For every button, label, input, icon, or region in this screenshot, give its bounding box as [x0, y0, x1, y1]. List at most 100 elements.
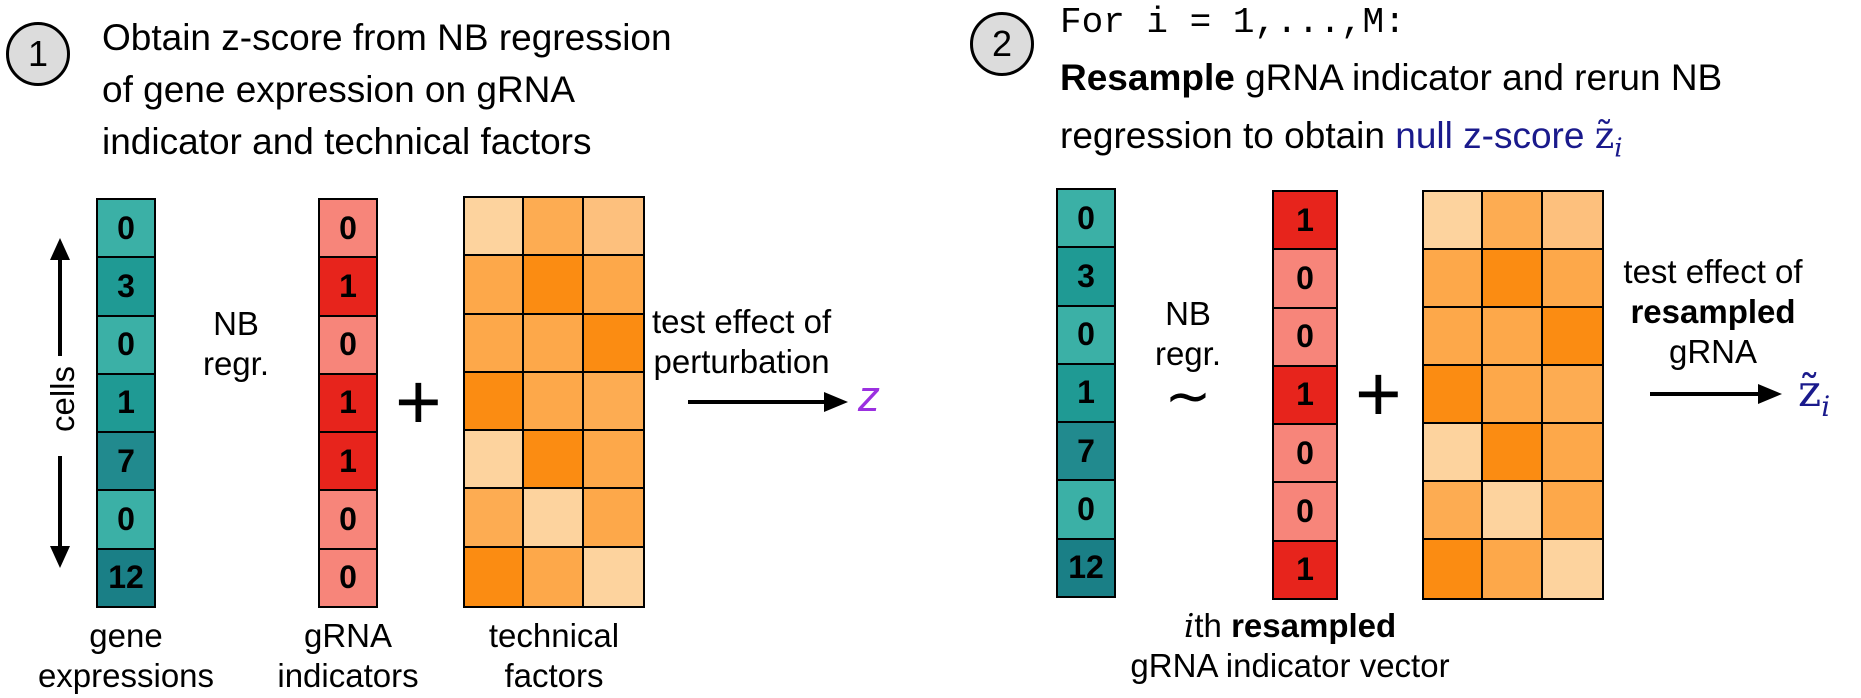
technical-factor-cell: [524, 198, 584, 257]
technical-factor-cell: [1424, 482, 1484, 540]
z-tilde: z̃: [1594, 114, 1615, 157]
right-arrow-2: [1650, 384, 1782, 404]
technical-factor-cell: [1483, 192, 1543, 250]
technical-factor-cell: [465, 198, 525, 257]
step-2-number: 2: [991, 23, 1013, 64]
grna-indicator-cell: 0: [320, 491, 376, 550]
gene-expression-cell: 0: [98, 491, 154, 550]
resampled-vector-line-1: ith resampled: [1110, 606, 1470, 646]
tech-label-2: factors: [504, 657, 604, 694]
technical-factor-cell: [1542, 482, 1602, 540]
grna-indicator-cell: 1: [320, 433, 376, 492]
technical-factors-grid-2: [1422, 190, 1604, 600]
gene-expression-cell: 0: [1058, 481, 1114, 540]
step-1-title-line-1: Obtain z-score from NB regression: [102, 17, 672, 58]
technical-factor-cell: [1483, 308, 1543, 366]
step-1-title-line-2: of gene expression on gRNA: [102, 69, 576, 110]
step-1-title-line-3: indicator and technical factors: [102, 121, 592, 162]
technical-factor-cell: [583, 198, 643, 257]
z-subscript-2: i: [1821, 389, 1831, 423]
technical-factor-cell: [1424, 540, 1484, 598]
gene-expression-cell: 12: [98, 549, 154, 606]
ith-suffix: th: [1194, 607, 1232, 644]
test-effect-2-line-1: test effect of: [1623, 253, 1803, 290]
gene-expression-cell: 7: [98, 433, 154, 492]
resampled-grna-cell: 0: [1274, 425, 1336, 484]
technical-factor-cell: [1424, 192, 1484, 250]
step-1-number: 1: [27, 33, 49, 74]
regr-label: regr.: [202, 345, 270, 382]
for-loop-line: For i = 1,...,M:: [1060, 2, 1406, 43]
technical-factor-cell: [465, 314, 525, 373]
gene-expression-cell: 0: [1058, 190, 1114, 249]
technical-factor-cell: [524, 314, 584, 373]
right-arrow: [688, 392, 848, 412]
gene-label-2: expressions: [37, 657, 215, 694]
resampled-grna-cell: 0: [1274, 483, 1336, 542]
technical-factor-cell: [1424, 424, 1484, 482]
gene-expression-cell: 3: [1058, 248, 1114, 307]
technical-factor-cell: [1542, 424, 1602, 482]
technical-factor-cell: [465, 547, 525, 606]
technical-factor-cell: [524, 256, 584, 315]
technical-factor-cell: [524, 431, 584, 490]
grna-indicator-cell: 0: [320, 316, 376, 375]
resampled-grna-cell: 0: [1274, 250, 1336, 309]
technical-factor-cell: [1483, 250, 1543, 308]
cells-double-arrow: [50, 238, 70, 568]
technical-factor-cell: [1542, 250, 1602, 308]
regr-label-2: regr.: [1154, 335, 1222, 372]
grna-indicators-label: gRNA indicators: [262, 616, 434, 696]
gene-expression-cell: 0: [98, 200, 154, 259]
gene-expression-cell: 0: [98, 316, 154, 375]
nb-label: NB: [213, 305, 259, 342]
gene-expressions-label: gene expressions: [28, 616, 224, 696]
test-effect-line-1: test effect of: [652, 303, 832, 340]
technical-factor-cell: [1542, 540, 1602, 598]
step-2-title-line-2: Resample gRNA indicator and rerun NB: [1060, 52, 1722, 104]
technical-factor-cell: [1424, 308, 1484, 366]
technical-factor-cell: [1542, 192, 1602, 250]
nb-regression-label-2: NB regr. ∼: [1148, 294, 1228, 427]
grna-label-2: indicators: [277, 657, 419, 694]
grna-label-1: gRNA: [303, 617, 393, 654]
gene-expression-column: 0 3 0 1 7 0 12: [96, 198, 156, 608]
z-tilde-2: z̃: [1798, 366, 1822, 417]
technical-factor-cell: [583, 547, 643, 606]
step-2-title-line-3: regression to obtain null z-score z̃i: [1060, 110, 1623, 174]
test-effect-2-line-2: resampled: [1630, 293, 1796, 330]
resampled-grna-cell: 1: [1274, 541, 1336, 598]
technical-factor-cell: [465, 256, 525, 315]
technical-factor-cell: [1483, 540, 1543, 598]
step-2-badge: 2: [970, 12, 1034, 76]
gene-expression-cell: 3: [98, 258, 154, 317]
gene-label-1: gene: [89, 617, 163, 654]
grna-indicator-cell: 0: [320, 549, 376, 606]
nb-label-2: NB: [1165, 295, 1211, 332]
ith-italic: i: [1183, 606, 1195, 645]
step-2-line-3-plain: regression to obtain: [1060, 115, 1396, 156]
grna-indicator-cell: 0: [320, 200, 376, 259]
nb-regression-label: NB regr.: [196, 304, 276, 384]
grna-indicator-cell: 1: [320, 374, 376, 434]
technical-factor-cell: [465, 372, 525, 432]
tilde-symbol: ∼: [1164, 364, 1212, 427]
resampled-bold: resampled: [1231, 607, 1397, 644]
step-1-badge: 1: [6, 22, 70, 86]
test-effect-line-2: perturbation: [653, 343, 830, 380]
gene-expression-cell: 1: [98, 374, 154, 434]
test-effect-2-line-3: gRNA: [1668, 333, 1758, 370]
plus-sign-2: +: [1355, 349, 1402, 438]
technical-factor-cell: [524, 489, 584, 548]
resample-bold: Resample: [1060, 57, 1235, 98]
technical-factor-cell: [465, 489, 525, 548]
technical-factor-cell: [524, 547, 584, 606]
technical-factor-cell: [1483, 482, 1543, 540]
null-z-symbol: z̃i: [1594, 114, 1623, 163]
gene-expression-cell: 0: [1058, 306, 1114, 365]
technical-factor-cell: [583, 256, 643, 315]
plus-sign: +: [395, 357, 442, 446]
test-effect-label: test effect of perturbation: [652, 302, 831, 382]
